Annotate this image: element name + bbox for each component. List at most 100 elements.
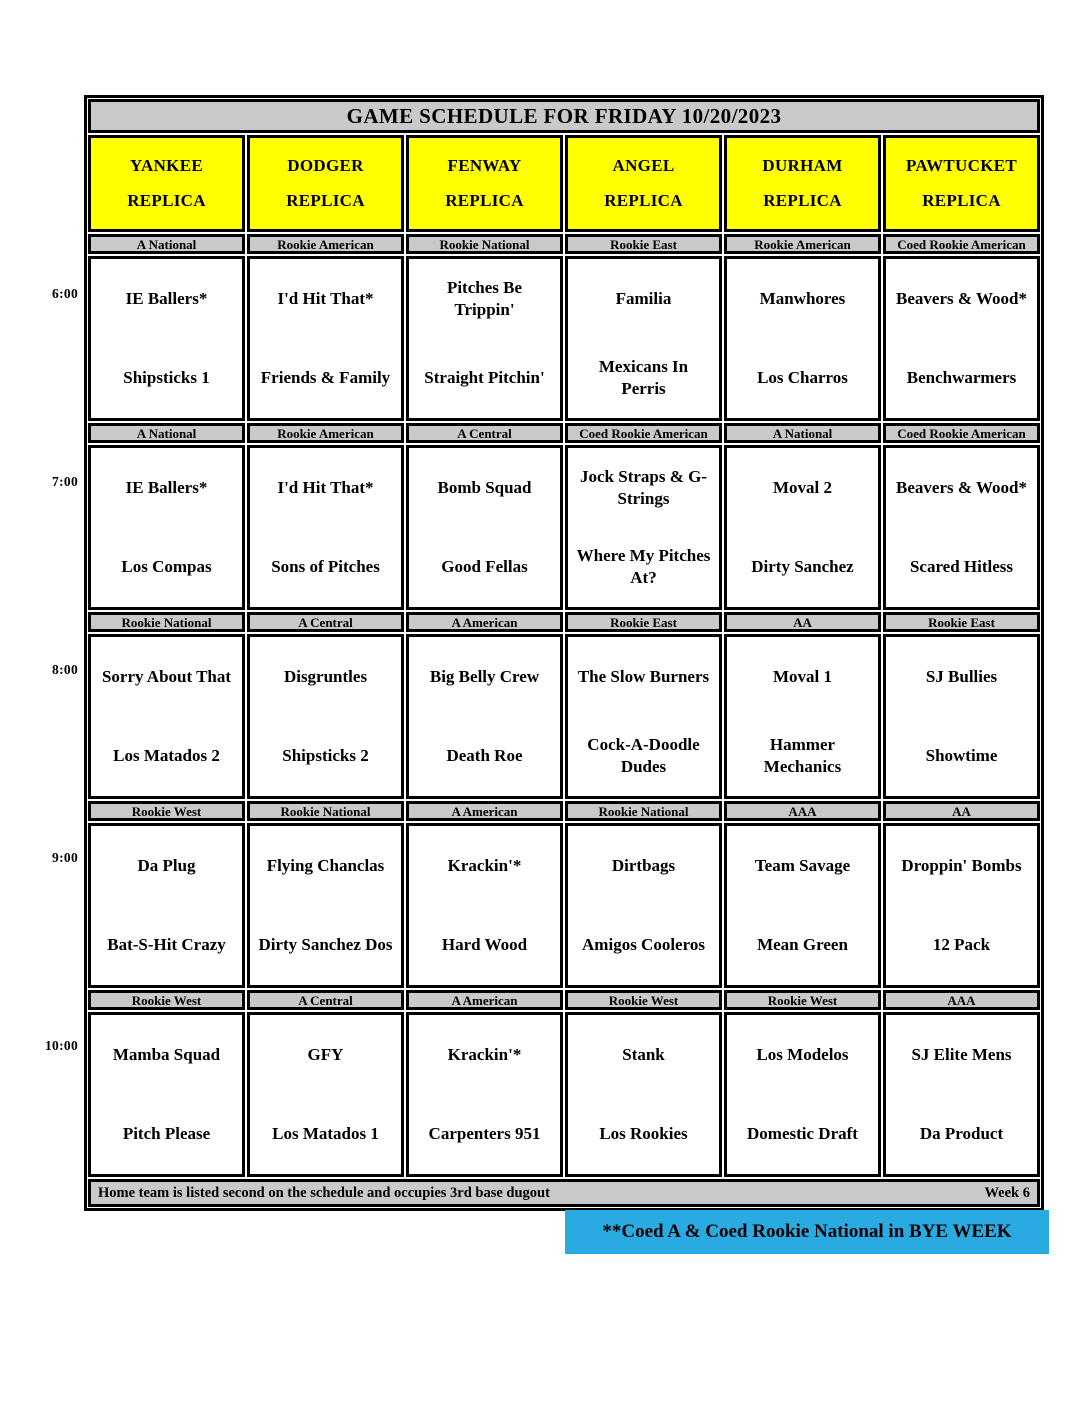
schedule-table: GAME SCHEDULE FOR FRIDAY 10/20/2023 YANK… [84,95,1044,1211]
game-cell: Moval 1 Hammer Mechanics [724,634,881,799]
away-team: Familia [615,288,672,308]
away-team: Flying Chanclas [266,855,385,875]
away-team: Dirtbags [611,855,676,875]
column-header-line2: REPLICA [922,191,1001,210]
division-label: Rookie West [724,990,881,1010]
away-team: I'd Hit That* [277,477,374,497]
away-team: Krackin'* [447,855,522,875]
away-team: IE Ballers* [125,288,208,308]
away-team: IE Ballers* [125,477,208,497]
time-label-7-00: 7:00 [52,474,78,489]
home-team: Los Matados 2 [113,746,220,766]
away-team: Da Plug [137,855,196,875]
column-header-durham: DURHAM REPLICA [724,135,881,232]
home-team: Domestic Draft [747,1124,858,1144]
game-cell: I'd Hit That* Friends & Family [247,256,404,421]
game-cell: Droppin' Bombs 12 Pack [883,823,1040,988]
away-team: Team Savage [754,855,851,875]
division-label: Rookie West [565,990,722,1010]
away-team: Moval 1 [772,666,833,686]
home-team: Where My Pitches At? [576,546,711,588]
home-team: Los Matados 1 [272,1124,379,1144]
column-header-line1: ANGEL [612,156,675,175]
game-cell: Krackin'* Carpenters 951 [406,1012,563,1177]
division-label: Rookie American [247,423,404,443]
column-header-fenway: FENWAY REPLICA [406,135,563,232]
division-label: Rookie National [247,801,404,821]
division-label: A American [406,801,563,821]
time-label-9-00: 9:00 [52,850,78,865]
footer-bar: Home team is listed second on the schedu… [88,1179,1040,1207]
home-team: Hard Wood [441,935,528,955]
game-row-6-00: IE Ballers* Shipsticks 1 I'd Hit That* Frie… [88,256,1040,421]
column-header-line1: DODGER [287,156,364,175]
home-team: Shipsticks 2 [282,746,369,766]
game-row-8-00: Sorry About That Los Matados 2 Disgruntles… [88,634,1040,799]
division-label: Rookie National [88,612,245,632]
game-cell: Big Belly Crew Death Roe [406,634,563,799]
home-team: Death Roe [446,746,523,766]
division-row-10-00: Rookie West A Central A American Rookie Wes… [88,990,1040,1010]
home-team: 12 Pack [932,935,991,955]
home-team: Amigos Cooleros [582,935,705,955]
division-label: A Central [247,990,404,1010]
away-team: GFY [307,1044,344,1064]
home-team: Straight Pitchin' [424,368,545,388]
home-team: Mexicans In Perris [598,357,689,399]
home-team: Scared Hitless [909,557,1014,577]
footer-note: Home team is listed second on the schedu… [98,1184,550,1201]
division-row-9-00: Rookie West Rookie National A American Rook… [88,801,1040,821]
division-label: AA [883,801,1040,821]
division-label: A American [406,612,563,632]
division-label: Rookie East [565,234,722,254]
bye-week-note: **Coed A & Coed Rookie National in BYE W… [565,1210,1049,1254]
game-cell: I'd Hit That* Sons of Pitches [247,445,404,610]
division-label: Coed Rookie American [883,234,1040,254]
division-label: AAA [883,990,1040,1010]
game-cell: SJ Elite Mens Da Product [883,1012,1040,1177]
home-team: Los Compas [121,557,212,577]
column-header-yankee: YANKEE REPLICA [88,135,245,232]
game-cell: Flying Chanclas Dirty Sanchez Dos [247,823,404,988]
game-row-9-00: Da Plug Bat-S-Hit Crazy Flying Chanclas Dir… [88,823,1040,988]
game-cell: Beavers & Wood* Benchwarmers [883,256,1040,421]
schedule-title: GAME SCHEDULE FOR FRIDAY 10/20/2023 [88,99,1040,133]
game-cell: GFY Los Matados 1 [247,1012,404,1177]
away-team: Stank [622,1044,665,1064]
game-cell: Da Plug Bat-S-Hit Crazy [88,823,245,988]
time-label-10-00: 10:00 [45,1038,78,1053]
away-team: Los Modelos [756,1044,849,1064]
game-cell: Familia Mexicans In Perris [565,256,722,421]
game-cell: IE Ballers* Shipsticks 1 [88,256,245,421]
away-team: Krackin'* [447,1044,522,1064]
game-cell: Beavers & Wood* Scared Hitless [883,445,1040,610]
away-team: Moval 2 [772,477,833,497]
away-team: Bomb Squad [437,477,532,497]
away-team: SJ Elite Mens [911,1044,1012,1064]
division-label: Rookie American [247,234,404,254]
column-header-line1: DURHAM [762,156,843,175]
away-team: Manwhores [759,288,846,308]
division-label: A National [88,423,245,443]
game-cell: Mamba Squad Pitch Please [88,1012,245,1177]
game-cell: SJ Bullies Showtime [883,634,1040,799]
home-team: Los Charros [757,368,848,388]
division-label: Rookie National [565,801,722,821]
time-label-8-00: 8:00 [52,662,78,677]
away-team: SJ Bullies [925,666,998,686]
division-label: A Central [406,423,563,443]
division-label: A Central [247,612,404,632]
game-cell: The Slow Burners Cock-A-Doodle Dudes [565,634,722,799]
away-team: Pitches Be Trippin' [446,277,523,319]
away-team: Big Belly Crew [429,666,540,686]
home-team: Da Product [919,1124,1004,1144]
column-header-line2: REPLICA [763,191,842,210]
home-team: Hammer Mechanics [763,735,842,777]
division-row-7-00: A National Rookie American A Central Coed R… [88,423,1040,443]
column-headers: YANKEE REPLICA DODGER REPLICA FENWAY REPLICA A… [88,135,1040,232]
column-header-line1: YANKEE [130,156,203,175]
away-team: Beavers & Wood* [896,477,1027,497]
game-cell: Sorry About That Los Matados 2 [88,634,245,799]
away-team: Sorry About That [101,666,232,686]
